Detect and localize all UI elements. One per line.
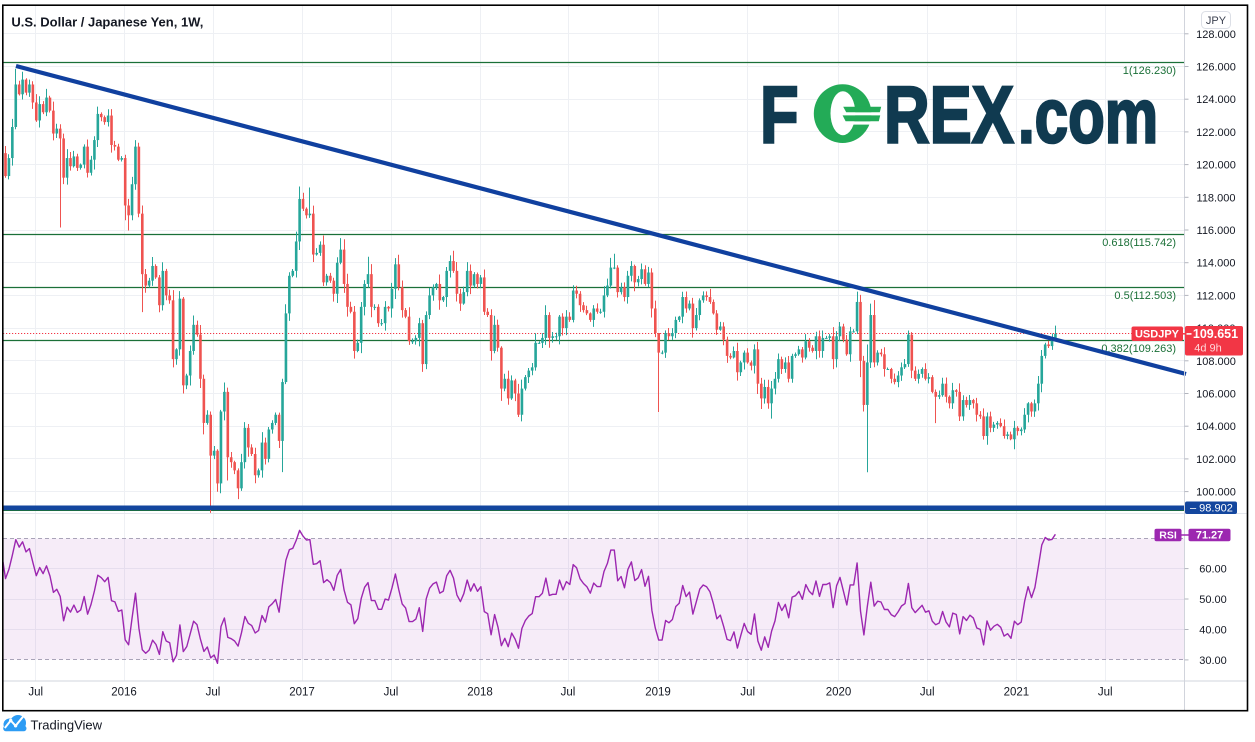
svg-text:30.00: 30.00 xyxy=(1199,655,1227,667)
svg-text:109.651: 109.651 xyxy=(1193,327,1238,341)
svg-text:USDJPY: USDJPY xyxy=(1135,329,1180,341)
svg-text:Jul: Jul xyxy=(384,687,399,699)
svg-text:106.000: 106.000 xyxy=(1196,389,1236,401)
svg-text:102.000: 102.000 xyxy=(1196,454,1236,466)
svg-text:71.27: 71.27 xyxy=(1196,530,1224,542)
svg-text:2019: 2019 xyxy=(645,687,671,699)
svg-text:128.000: 128.000 xyxy=(1196,29,1236,41)
svg-text:122.000: 122.000 xyxy=(1196,127,1236,139)
svg-text:120.000: 120.000 xyxy=(1196,160,1236,172)
svg-text:U.S. Dollar / Japanese Yen, 1W: U.S. Dollar / Japanese Yen, 1W, xyxy=(11,15,203,30)
svg-text:126.000: 126.000 xyxy=(1196,62,1236,74)
svg-text:50.00: 50.00 xyxy=(1199,594,1227,606)
svg-text:116.000: 116.000 xyxy=(1197,225,1236,237)
svg-text:2018: 2018 xyxy=(467,687,493,699)
svg-text:114.000: 114.000 xyxy=(1197,258,1236,270)
svg-text:112.000: 112.000 xyxy=(1197,290,1236,302)
svg-text:40.00: 40.00 xyxy=(1199,625,1227,637)
svg-text:‒ 98.902: ‒ 98.902 xyxy=(1190,503,1233,515)
svg-text:2016: 2016 xyxy=(111,687,137,699)
svg-text:F: F xyxy=(760,70,799,160)
svg-text:.com: .com xyxy=(1018,72,1158,159)
svg-text:124.000: 124.000 xyxy=(1196,94,1236,106)
svg-text:Jul: Jul xyxy=(206,687,221,699)
svg-text:Jul: Jul xyxy=(561,687,576,699)
svg-text:118.000: 118.000 xyxy=(1197,192,1236,204)
svg-text:JPY: JPY xyxy=(1206,15,1227,27)
svg-text:Jul: Jul xyxy=(28,687,43,699)
svg-text:Jul: Jul xyxy=(920,687,935,699)
svg-text:100.000: 100.000 xyxy=(1196,487,1236,499)
svg-text:0.382(109.263): 0.382(109.263) xyxy=(1101,343,1176,355)
svg-text:108.000: 108.000 xyxy=(1196,356,1236,368)
svg-text:60.00: 60.00 xyxy=(1199,564,1227,576)
svg-text:2017: 2017 xyxy=(289,687,315,699)
svg-text:104.000: 104.000 xyxy=(1196,421,1236,433)
svg-text:0.5(112.503): 0.5(112.503) xyxy=(1114,290,1176,302)
svg-text:Jul: Jul xyxy=(740,687,755,699)
svg-text:0.618(115.742): 0.618(115.742) xyxy=(1102,237,1176,249)
svg-text:2020: 2020 xyxy=(826,687,852,699)
svg-text:REX: REX xyxy=(884,70,1014,160)
svg-text:4d 9h: 4d 9h xyxy=(1194,343,1222,355)
svg-text:TradingView: TradingView xyxy=(31,718,103,733)
svg-text:2021: 2021 xyxy=(1004,687,1030,699)
svg-text:RSI: RSI xyxy=(1159,530,1177,542)
svg-text:1(126.230): 1(126.230) xyxy=(1123,65,1176,77)
svg-text:Jul: Jul xyxy=(1098,687,1113,699)
